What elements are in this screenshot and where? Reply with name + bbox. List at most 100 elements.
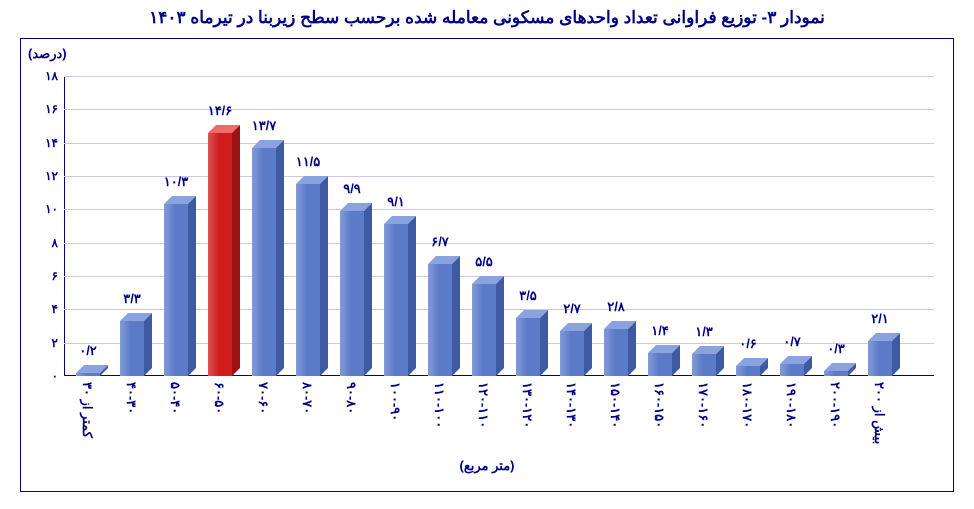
bar: ۹/۱	[384, 224, 408, 376]
bar: ۰/۳	[824, 371, 848, 376]
bar-value-label: ۰/۲	[79, 343, 97, 359]
gridline	[64, 109, 934, 110]
bar-front	[252, 148, 276, 376]
bar-front	[692, 354, 716, 376]
gridline	[64, 76, 934, 77]
bar-front	[648, 353, 672, 376]
bar-value-label: ۱/۳	[695, 324, 713, 340]
bar-value-label: ۳/۵	[519, 288, 537, 304]
x-tick-label: ۱۷۰-۱۶۰	[695, 382, 711, 428]
bar-side	[320, 176, 328, 376]
bar-side	[540, 310, 548, 376]
bar-value-label: ۲/۸	[607, 299, 625, 315]
x-tick-label: ۱۸۰-۱۷۰	[739, 382, 755, 428]
bar-side	[452, 256, 460, 376]
bar: ۱۰/۳	[164, 204, 188, 376]
bar-front	[208, 133, 232, 376]
bar-value-label: ۰/۳	[827, 341, 845, 357]
bar: ۲/۸	[604, 329, 628, 376]
bar: ۲/۱	[868, 341, 892, 376]
bar: ۶/۷	[428, 264, 452, 376]
bar-side	[584, 323, 592, 376]
bar-side	[144, 313, 152, 376]
y-tick-label: ۰	[52, 369, 64, 383]
bar: ۰/۲	[76, 373, 100, 376]
bar: ۱۴/۶	[208, 133, 232, 376]
bar: ۹/۹	[340, 211, 364, 376]
x-tick-label: بیش از ۲۰۰	[871, 382, 887, 444]
y-axis-line	[64, 76, 65, 376]
gridline	[64, 143, 934, 144]
bar-front	[604, 329, 628, 376]
bar-value-label: ۱/۴	[651, 323, 669, 339]
bar-value-label: ۶/۷	[431, 234, 449, 250]
gridline	[64, 176, 934, 177]
bar-value-label: ۵/۵	[475, 254, 493, 270]
x-tick-label: ۷۰-۶۰	[255, 382, 271, 414]
bar-value-label: ۰/۶	[739, 336, 757, 352]
plot-area: ۰۲۴۶۸۱۰۱۲۱۴۱۶۱۸۰/۲کمتر از ۳۰۳/۳۴۰-۳۰۱۰/۳…	[64, 76, 934, 376]
bar-side	[628, 321, 636, 376]
bar-side	[276, 140, 284, 376]
y-tick-label: ۱۴	[45, 136, 64, 150]
y-axis-unit-label: (درصد)	[28, 46, 67, 62]
x-tick-label: ۱۴۰-۱۳۰	[563, 382, 579, 428]
x-tick-label: ۱۵۰-۱۴۰	[607, 382, 623, 428]
bar: ۱۳/۷	[252, 148, 276, 376]
bar-side	[364, 203, 372, 376]
bar-front	[384, 224, 408, 376]
bar-front	[120, 321, 144, 376]
y-tick-label: ۱۸	[45, 69, 64, 83]
bar-value-label: ۳/۳	[123, 291, 141, 307]
x-tick-label: ۴۰-۳۰	[123, 382, 139, 414]
y-tick-label: ۶	[52, 269, 64, 283]
x-tick-label: ۱۹۰-۱۸۰	[783, 382, 799, 428]
bar-front	[76, 373, 100, 376]
y-tick-label: ۱۰	[45, 202, 64, 216]
bar-front	[472, 284, 496, 376]
bar-side	[496, 276, 504, 376]
bar-value-label: ۲/۱	[871, 311, 889, 327]
bar-side	[408, 216, 416, 376]
bar-value-label: ۹/۱	[387, 194, 405, 210]
x-tick-label: ۵۰-۴۰	[167, 382, 183, 414]
x-tick-label: ۹۰-۸۰	[343, 382, 359, 414]
bar-front	[516, 318, 540, 376]
x-tick-label: ۶۰-۵۰	[211, 382, 227, 414]
chart-container: نمودار ۳- توزیع فراوانی تعداد واحدهای مس…	[0, 0, 974, 509]
bar-side	[892, 333, 900, 376]
bar-value-label: ۹/۹	[343, 181, 361, 197]
bar-front	[780, 364, 804, 376]
x-tick-label: ۱۶۰-۱۵۰	[651, 382, 667, 428]
bar-front	[428, 264, 452, 376]
bar: ۲/۷	[560, 331, 584, 376]
x-tick-label: ۱۲۰-۱۱۰	[475, 382, 491, 428]
x-tick-label: کمتر از ۳۰	[79, 382, 95, 438]
bar-front	[164, 204, 188, 376]
bar: ۰/۶	[736, 366, 760, 376]
bar-front	[340, 211, 364, 376]
y-tick-label: ۱۶	[45, 102, 64, 116]
bar-value-label: ۱۴/۶	[208, 103, 233, 119]
x-tick-label: ۱۱۰-۱۰۰	[431, 382, 447, 428]
bar-front	[868, 341, 892, 376]
bar: ۳/۵	[516, 318, 540, 376]
bar: ۱/۳	[692, 354, 716, 376]
bar: ۰/۷	[780, 364, 804, 376]
bar-side	[232, 125, 240, 376]
y-tick-label: ۸	[52, 236, 64, 250]
bar-value-label: ۱۰/۳	[164, 174, 189, 190]
bar-side	[188, 196, 196, 376]
bar-value-label: ۱۳/۷	[252, 118, 277, 134]
bar: ۱/۴	[648, 353, 672, 376]
x-tick-label: ۲۰۰-۱۹۰	[827, 382, 843, 428]
y-tick-label: ۲	[52, 336, 64, 350]
bar-front	[296, 184, 320, 376]
x-tick-label: ۱۳۰-۱۲۰	[519, 382, 535, 428]
y-tick-label: ۴	[52, 302, 64, 316]
bar-value-label: ۰/۷	[783, 334, 801, 350]
x-tick-label: ۱۰۰-۹۰	[387, 382, 403, 421]
bar-value-label: ۲/۷	[563, 301, 581, 317]
bar: ۵/۵	[472, 284, 496, 376]
x-tick-label: ۸۰-۷۰	[299, 382, 315, 414]
